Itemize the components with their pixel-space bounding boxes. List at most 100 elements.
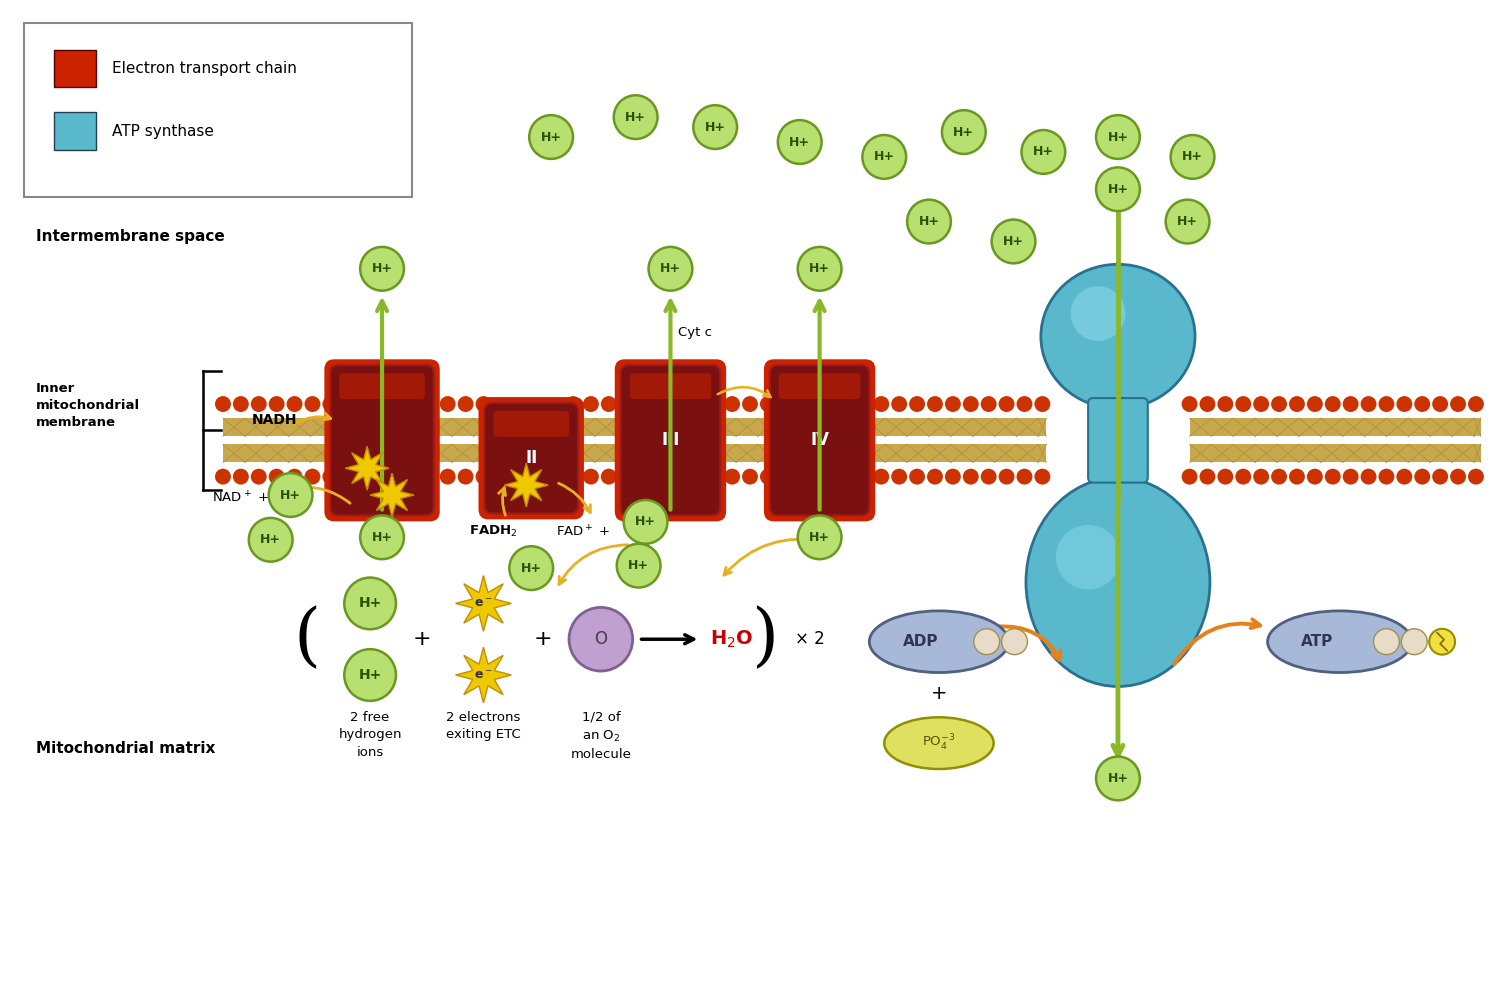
Text: Electron transport chain: Electron transport chain (111, 61, 297, 76)
Text: I: I (380, 431, 386, 449)
Text: H+: H+ (1004, 235, 1025, 248)
Circle shape (232, 396, 249, 412)
FancyBboxPatch shape (778, 373, 861, 399)
Circle shape (476, 469, 492, 485)
Circle shape (286, 396, 303, 412)
Circle shape (360, 247, 404, 291)
Circle shape (602, 469, 616, 485)
Text: H+: H+ (1107, 131, 1128, 144)
Circle shape (1378, 469, 1395, 485)
FancyBboxPatch shape (330, 365, 434, 515)
Circle shape (981, 469, 996, 485)
Circle shape (1288, 469, 1305, 485)
Text: H+: H+ (372, 531, 393, 544)
Circle shape (568, 607, 633, 671)
FancyBboxPatch shape (24, 23, 412, 197)
Text: NADH: NADH (252, 413, 297, 427)
Circle shape (360, 515, 404, 559)
Circle shape (440, 469, 456, 485)
Bar (224, 418, 334, 436)
Circle shape (981, 396, 996, 412)
FancyBboxPatch shape (621, 365, 720, 515)
Ellipse shape (870, 611, 1008, 673)
Circle shape (742, 396, 758, 412)
Text: ATP synthase: ATP synthase (111, 124, 213, 139)
Circle shape (760, 469, 776, 485)
Circle shape (891, 469, 908, 485)
Circle shape (945, 396, 962, 412)
Circle shape (992, 220, 1035, 263)
Circle shape (566, 469, 580, 485)
Circle shape (1450, 396, 1466, 412)
Text: ATP: ATP (1300, 634, 1334, 649)
Circle shape (909, 396, 926, 412)
FancyBboxPatch shape (484, 403, 578, 513)
Circle shape (693, 105, 736, 149)
Circle shape (440, 396, 456, 412)
Polygon shape (456, 647, 512, 703)
Text: H+: H+ (660, 262, 681, 275)
Circle shape (1096, 167, 1140, 211)
Circle shape (942, 110, 986, 154)
Bar (224, 444, 334, 462)
Circle shape (760, 396, 776, 412)
FancyArrowPatch shape (558, 483, 591, 513)
Circle shape (422, 396, 438, 412)
Circle shape (618, 396, 634, 412)
Circle shape (1342, 396, 1359, 412)
Circle shape (1002, 629, 1028, 655)
Circle shape (1306, 396, 1323, 412)
Circle shape (778, 120, 822, 164)
Ellipse shape (1268, 611, 1412, 673)
Text: +: + (413, 629, 430, 649)
Circle shape (1170, 135, 1215, 179)
FancyArrowPatch shape (1174, 619, 1260, 664)
Circle shape (724, 396, 740, 412)
Circle shape (1396, 469, 1413, 485)
Circle shape (251, 469, 267, 485)
Circle shape (891, 396, 908, 412)
Circle shape (304, 469, 321, 485)
Circle shape (1200, 469, 1215, 485)
Circle shape (584, 396, 598, 412)
Ellipse shape (1026, 478, 1210, 686)
Circle shape (1432, 396, 1448, 412)
Text: H+: H+ (280, 489, 302, 502)
Circle shape (1401, 629, 1426, 655)
FancyArrowPatch shape (996, 626, 1060, 660)
FancyArrowPatch shape (296, 413, 330, 424)
Circle shape (1378, 396, 1395, 412)
FancyArrowPatch shape (294, 484, 350, 503)
Bar (1190, 418, 1480, 436)
Text: 1/2 of
an O$_2$
molecule: 1/2 of an O$_2$ molecule (570, 711, 632, 761)
Bar (54, 112, 96, 150)
Circle shape (1182, 469, 1197, 485)
Circle shape (249, 518, 292, 562)
Text: H+: H+ (954, 126, 975, 139)
Circle shape (268, 473, 312, 517)
Circle shape (345, 649, 396, 701)
Circle shape (1324, 469, 1341, 485)
FancyBboxPatch shape (478, 397, 584, 519)
Circle shape (1035, 396, 1050, 412)
Circle shape (1468, 396, 1484, 412)
Text: II: II (525, 449, 537, 467)
Text: Inner
mitochondrial
membrane: Inner mitochondrial membrane (36, 382, 140, 429)
Circle shape (999, 396, 1014, 412)
Circle shape (1450, 469, 1466, 485)
Ellipse shape (884, 717, 993, 769)
Text: H+: H+ (540, 131, 561, 144)
Circle shape (999, 469, 1014, 485)
FancyBboxPatch shape (324, 359, 440, 521)
Circle shape (1218, 469, 1233, 485)
Circle shape (1360, 469, 1377, 485)
Circle shape (1252, 469, 1269, 485)
Text: H+: H+ (1034, 145, 1054, 158)
Text: FAD$^+$ +: FAD$^+$ + (555, 524, 610, 539)
Circle shape (1166, 200, 1209, 243)
Text: e$^-$: e$^-$ (474, 597, 494, 610)
FancyBboxPatch shape (494, 411, 568, 437)
Circle shape (214, 469, 231, 485)
Circle shape (1096, 115, 1140, 159)
Circle shape (1342, 469, 1359, 485)
